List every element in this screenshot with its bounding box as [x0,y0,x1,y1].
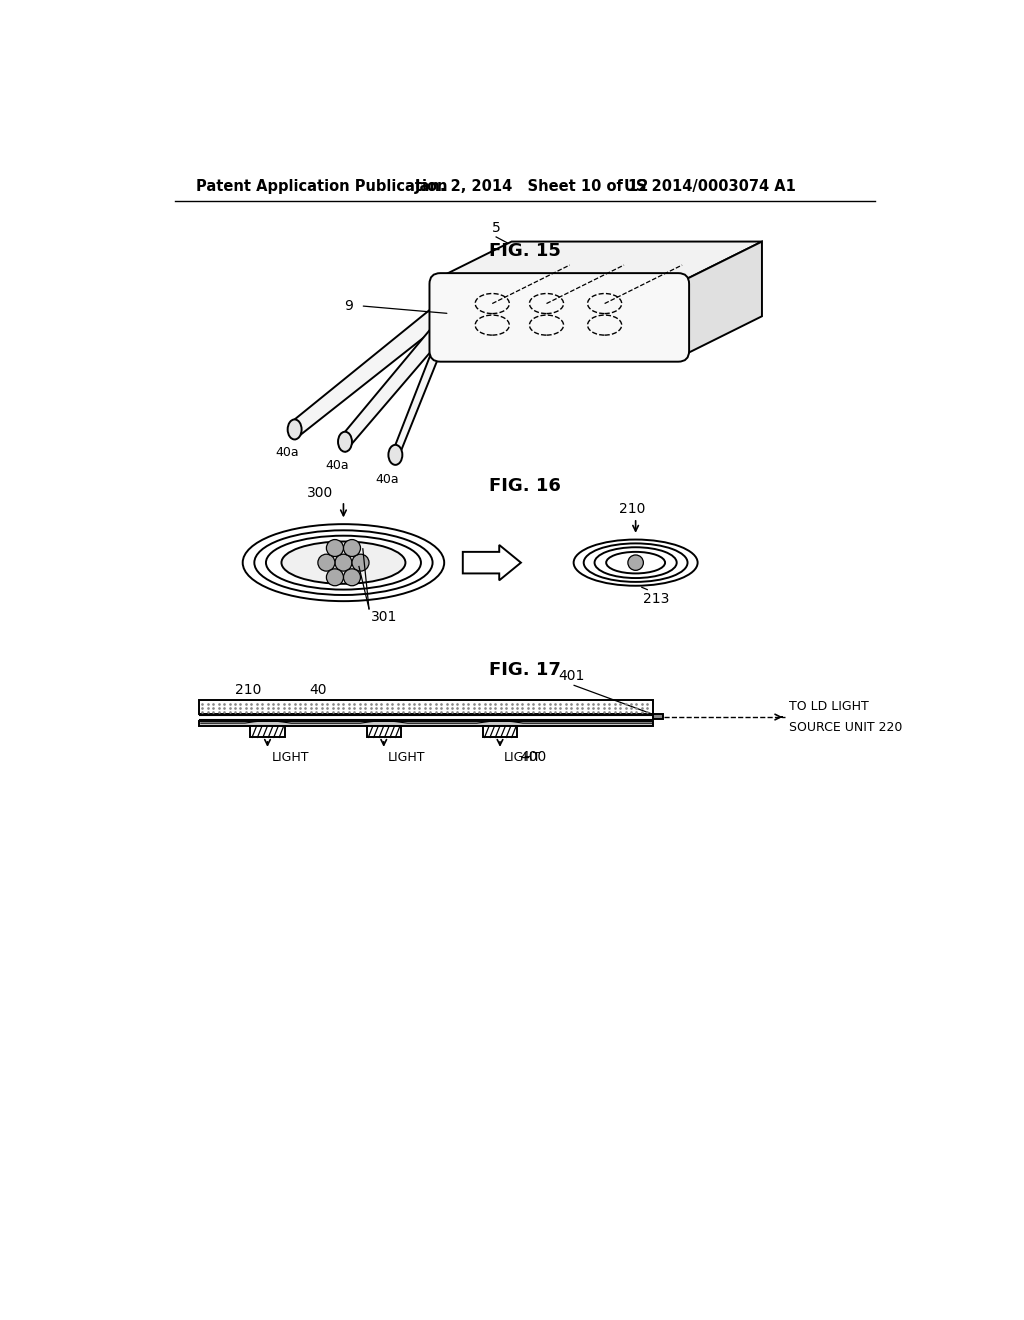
Polygon shape [295,304,438,440]
Text: 40a: 40a [326,459,349,473]
Text: 300: 300 [307,486,334,499]
Text: US 2014/0003074 A1: US 2014/0003074 A1 [624,180,796,194]
Text: FIG. 17: FIG. 17 [488,661,561,680]
Circle shape [628,554,643,570]
Text: LIGHT: LIGHT [271,751,309,763]
Bar [200,721,653,726]
Ellipse shape [282,541,406,583]
Text: 40a: 40a [275,446,299,459]
Bar [367,726,400,738]
Polygon shape [434,280,684,355]
Bar [200,700,653,714]
Text: Jan. 2, 2014   Sheet 10 of 12: Jan. 2, 2014 Sheet 10 of 12 [415,180,649,194]
Circle shape [343,540,360,557]
Bar [251,726,285,738]
Text: LIGHT: LIGHT [388,751,425,763]
Text: 210: 210 [618,503,645,516]
Polygon shape [395,335,438,465]
Circle shape [327,569,343,586]
Polygon shape [684,242,762,355]
Text: 400: 400 [520,750,547,764]
Text: FIG. 15: FIG. 15 [488,242,561,260]
Circle shape [335,554,352,572]
Circle shape [317,554,335,572]
FancyArrow shape [463,545,521,581]
Text: Patent Application Publication: Patent Application Publication [197,180,447,194]
Text: FIG. 16: FIG. 16 [488,477,561,495]
Text: SOURCE UNIT 220: SOURCE UNIT 220 [790,721,902,734]
Text: TO LD LIGHT: TO LD LIGHT [790,700,868,713]
Circle shape [343,569,360,586]
Text: 40: 40 [309,682,327,697]
FancyBboxPatch shape [429,273,689,362]
Bar [653,714,663,719]
Circle shape [352,554,369,572]
Ellipse shape [338,432,352,451]
Ellipse shape [388,445,402,465]
Circle shape [327,540,343,557]
Ellipse shape [288,420,302,440]
Polygon shape [434,242,762,280]
Bar [483,726,517,738]
Text: 401: 401 [558,669,585,682]
Text: 213: 213 [643,591,670,606]
Text: 5: 5 [493,222,501,235]
Text: 40a: 40a [376,473,399,486]
Text: LIGHT: LIGHT [504,751,542,763]
Polygon shape [345,321,438,451]
Text: 301: 301 [371,610,397,624]
Text: 210: 210 [234,682,261,697]
Text: 9: 9 [344,298,352,313]
